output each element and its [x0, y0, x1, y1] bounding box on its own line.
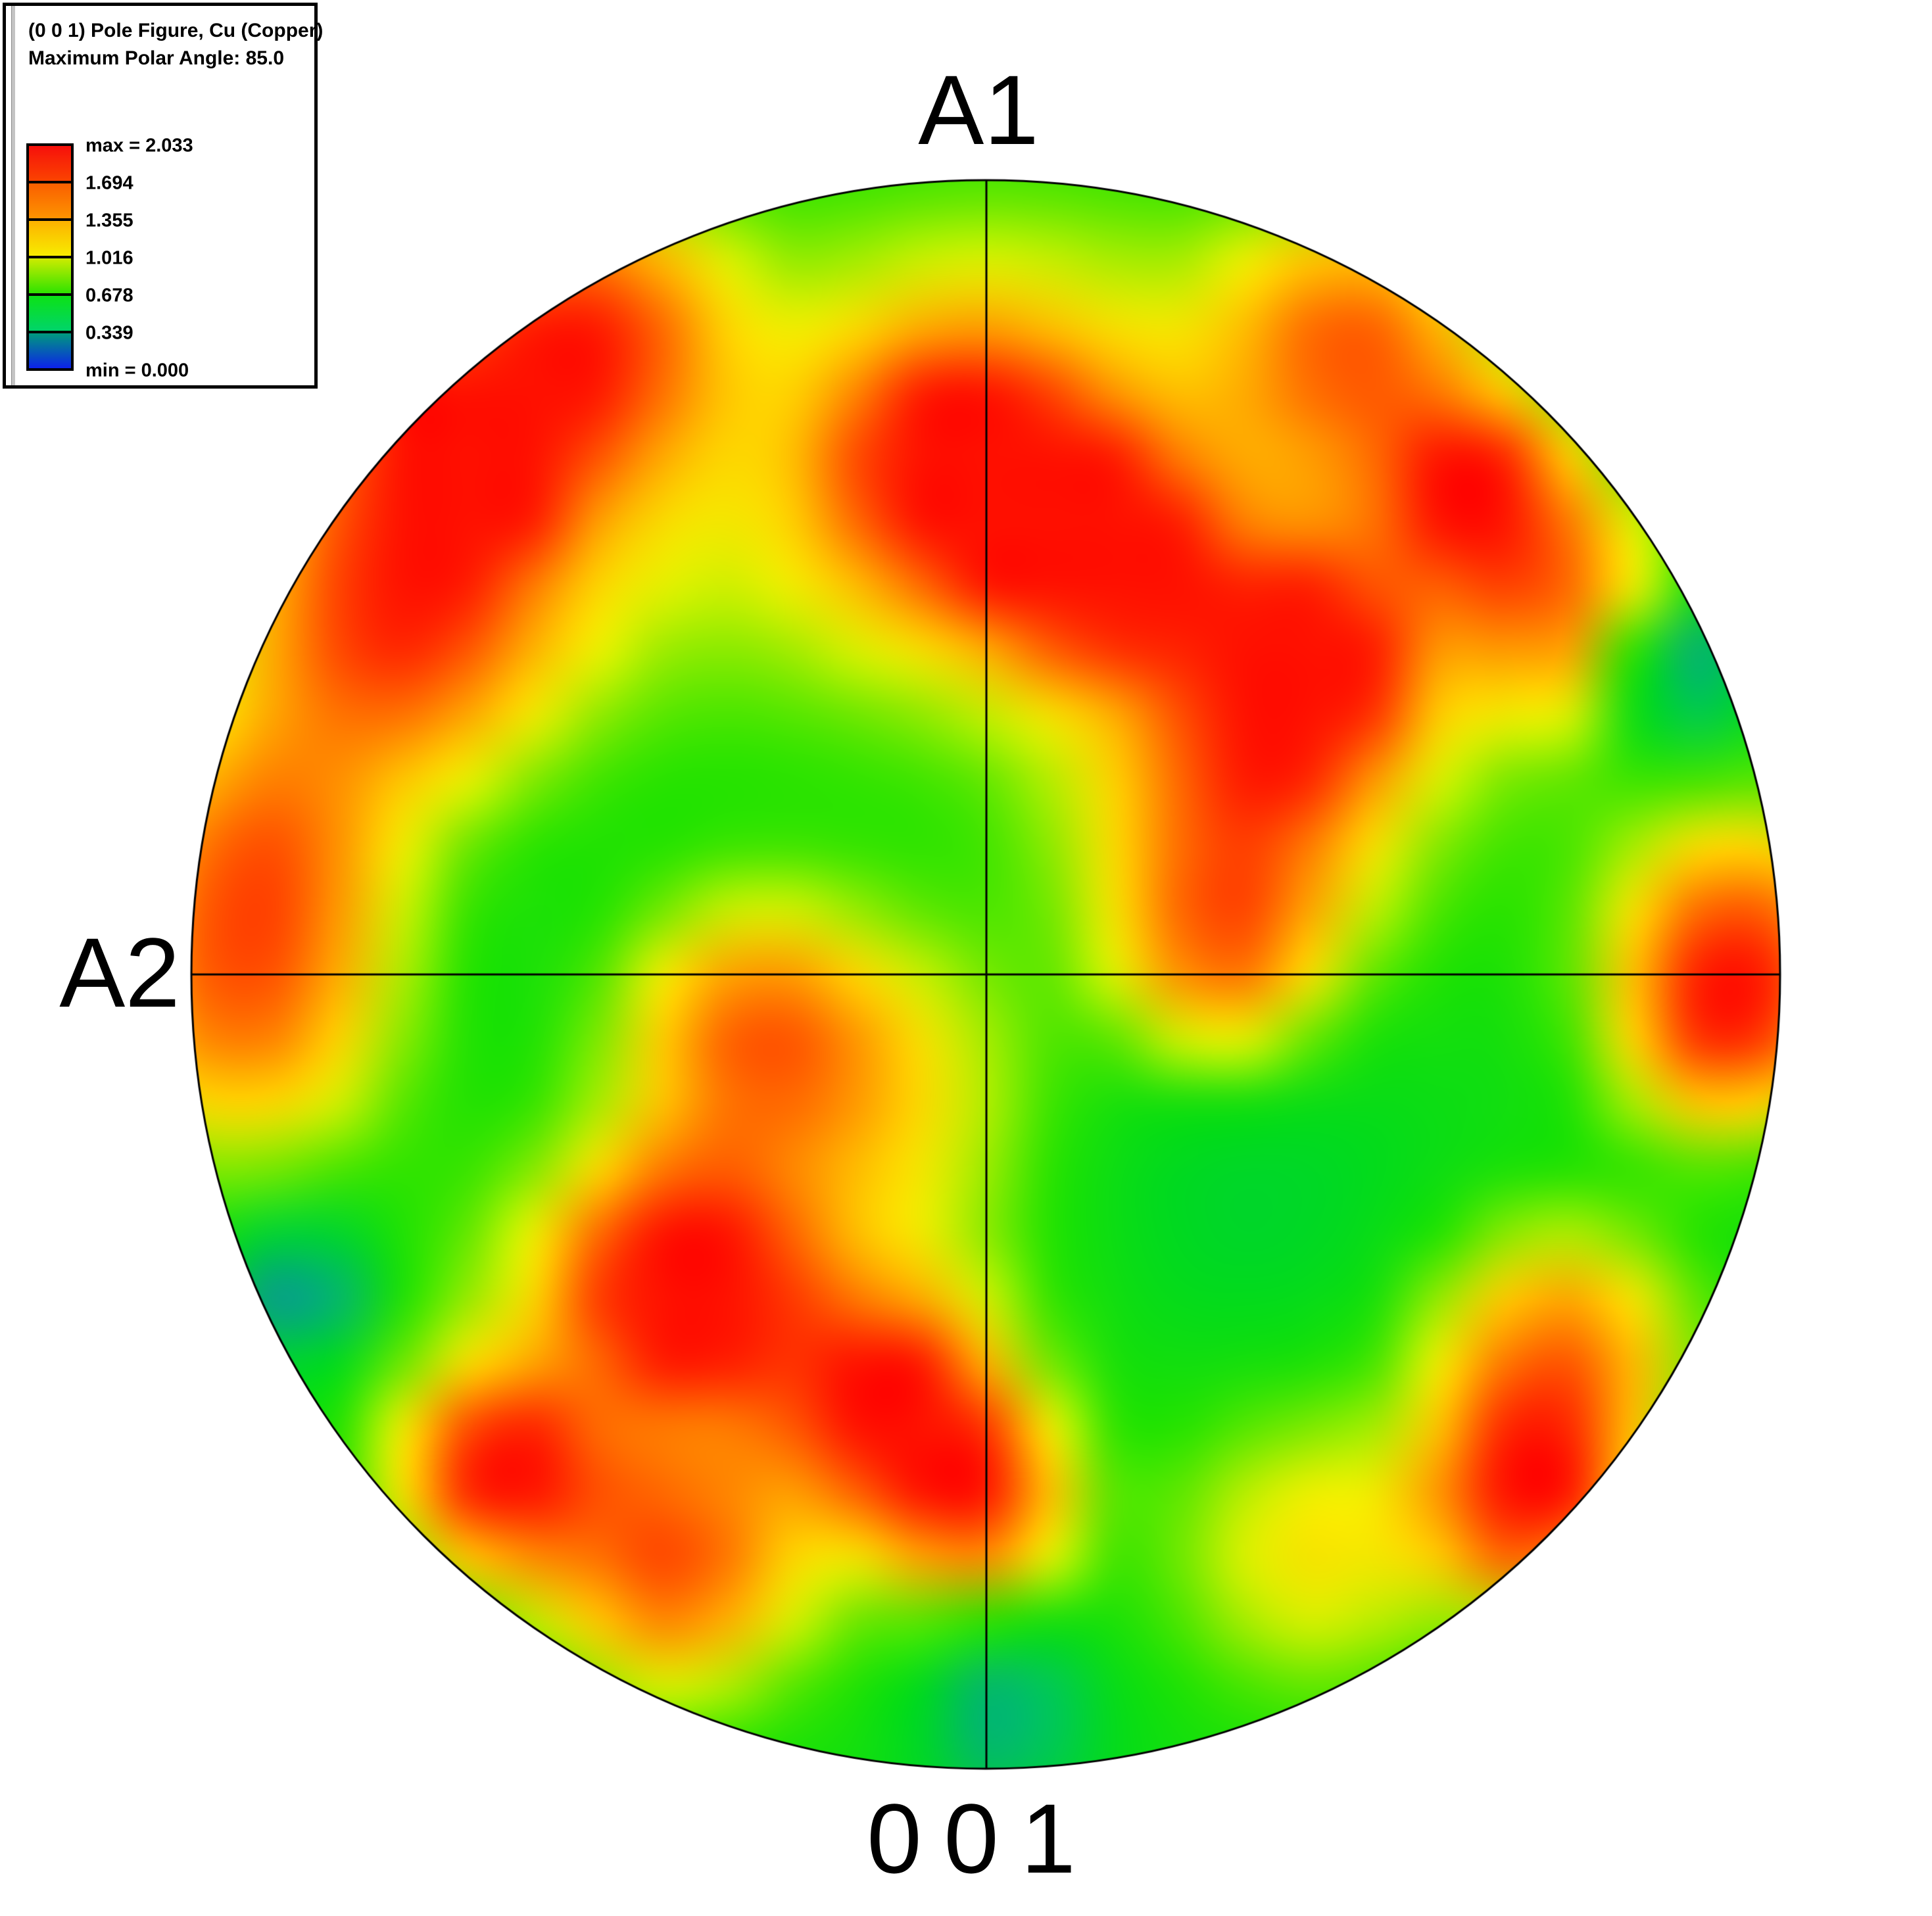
color-band-2	[29, 221, 71, 256]
legend-panel: (0 0 1) Pole Figure, Cu (Copper) Maximum…	[3, 3, 323, 389]
legend-title: (0 0 1) Pole Figure, Cu (Copper)	[28, 20, 324, 41]
axis-label-a2: A2	[59, 917, 180, 1028]
color-scale-bar	[26, 143, 74, 371]
scale-label-2: 1.355	[85, 210, 133, 231]
color-band-4	[29, 296, 71, 331]
scale-label-0: max = 2.033	[85, 135, 193, 156]
axis-label-001: 0 0 1	[867, 1783, 1076, 1894]
scale-label-3: 1.016	[85, 247, 133, 269]
color-band-3	[29, 258, 71, 293]
scale-label-5: 0.339	[85, 322, 133, 344]
color-band-0	[29, 146, 71, 181]
legend-divider-line	[11, 6, 15, 385]
legend-subtitle: Maximum Polar Angle: 85.0	[28, 47, 285, 69]
color-band-1	[29, 183, 71, 218]
scale-label-4: 0.678	[85, 285, 133, 306]
color-band-5	[29, 333, 71, 368]
scale-label-6: min = 0.000	[85, 360, 189, 381]
axis-label-a1: A1	[918, 55, 1039, 165]
scale-label-1: 1.694	[85, 172, 133, 194]
